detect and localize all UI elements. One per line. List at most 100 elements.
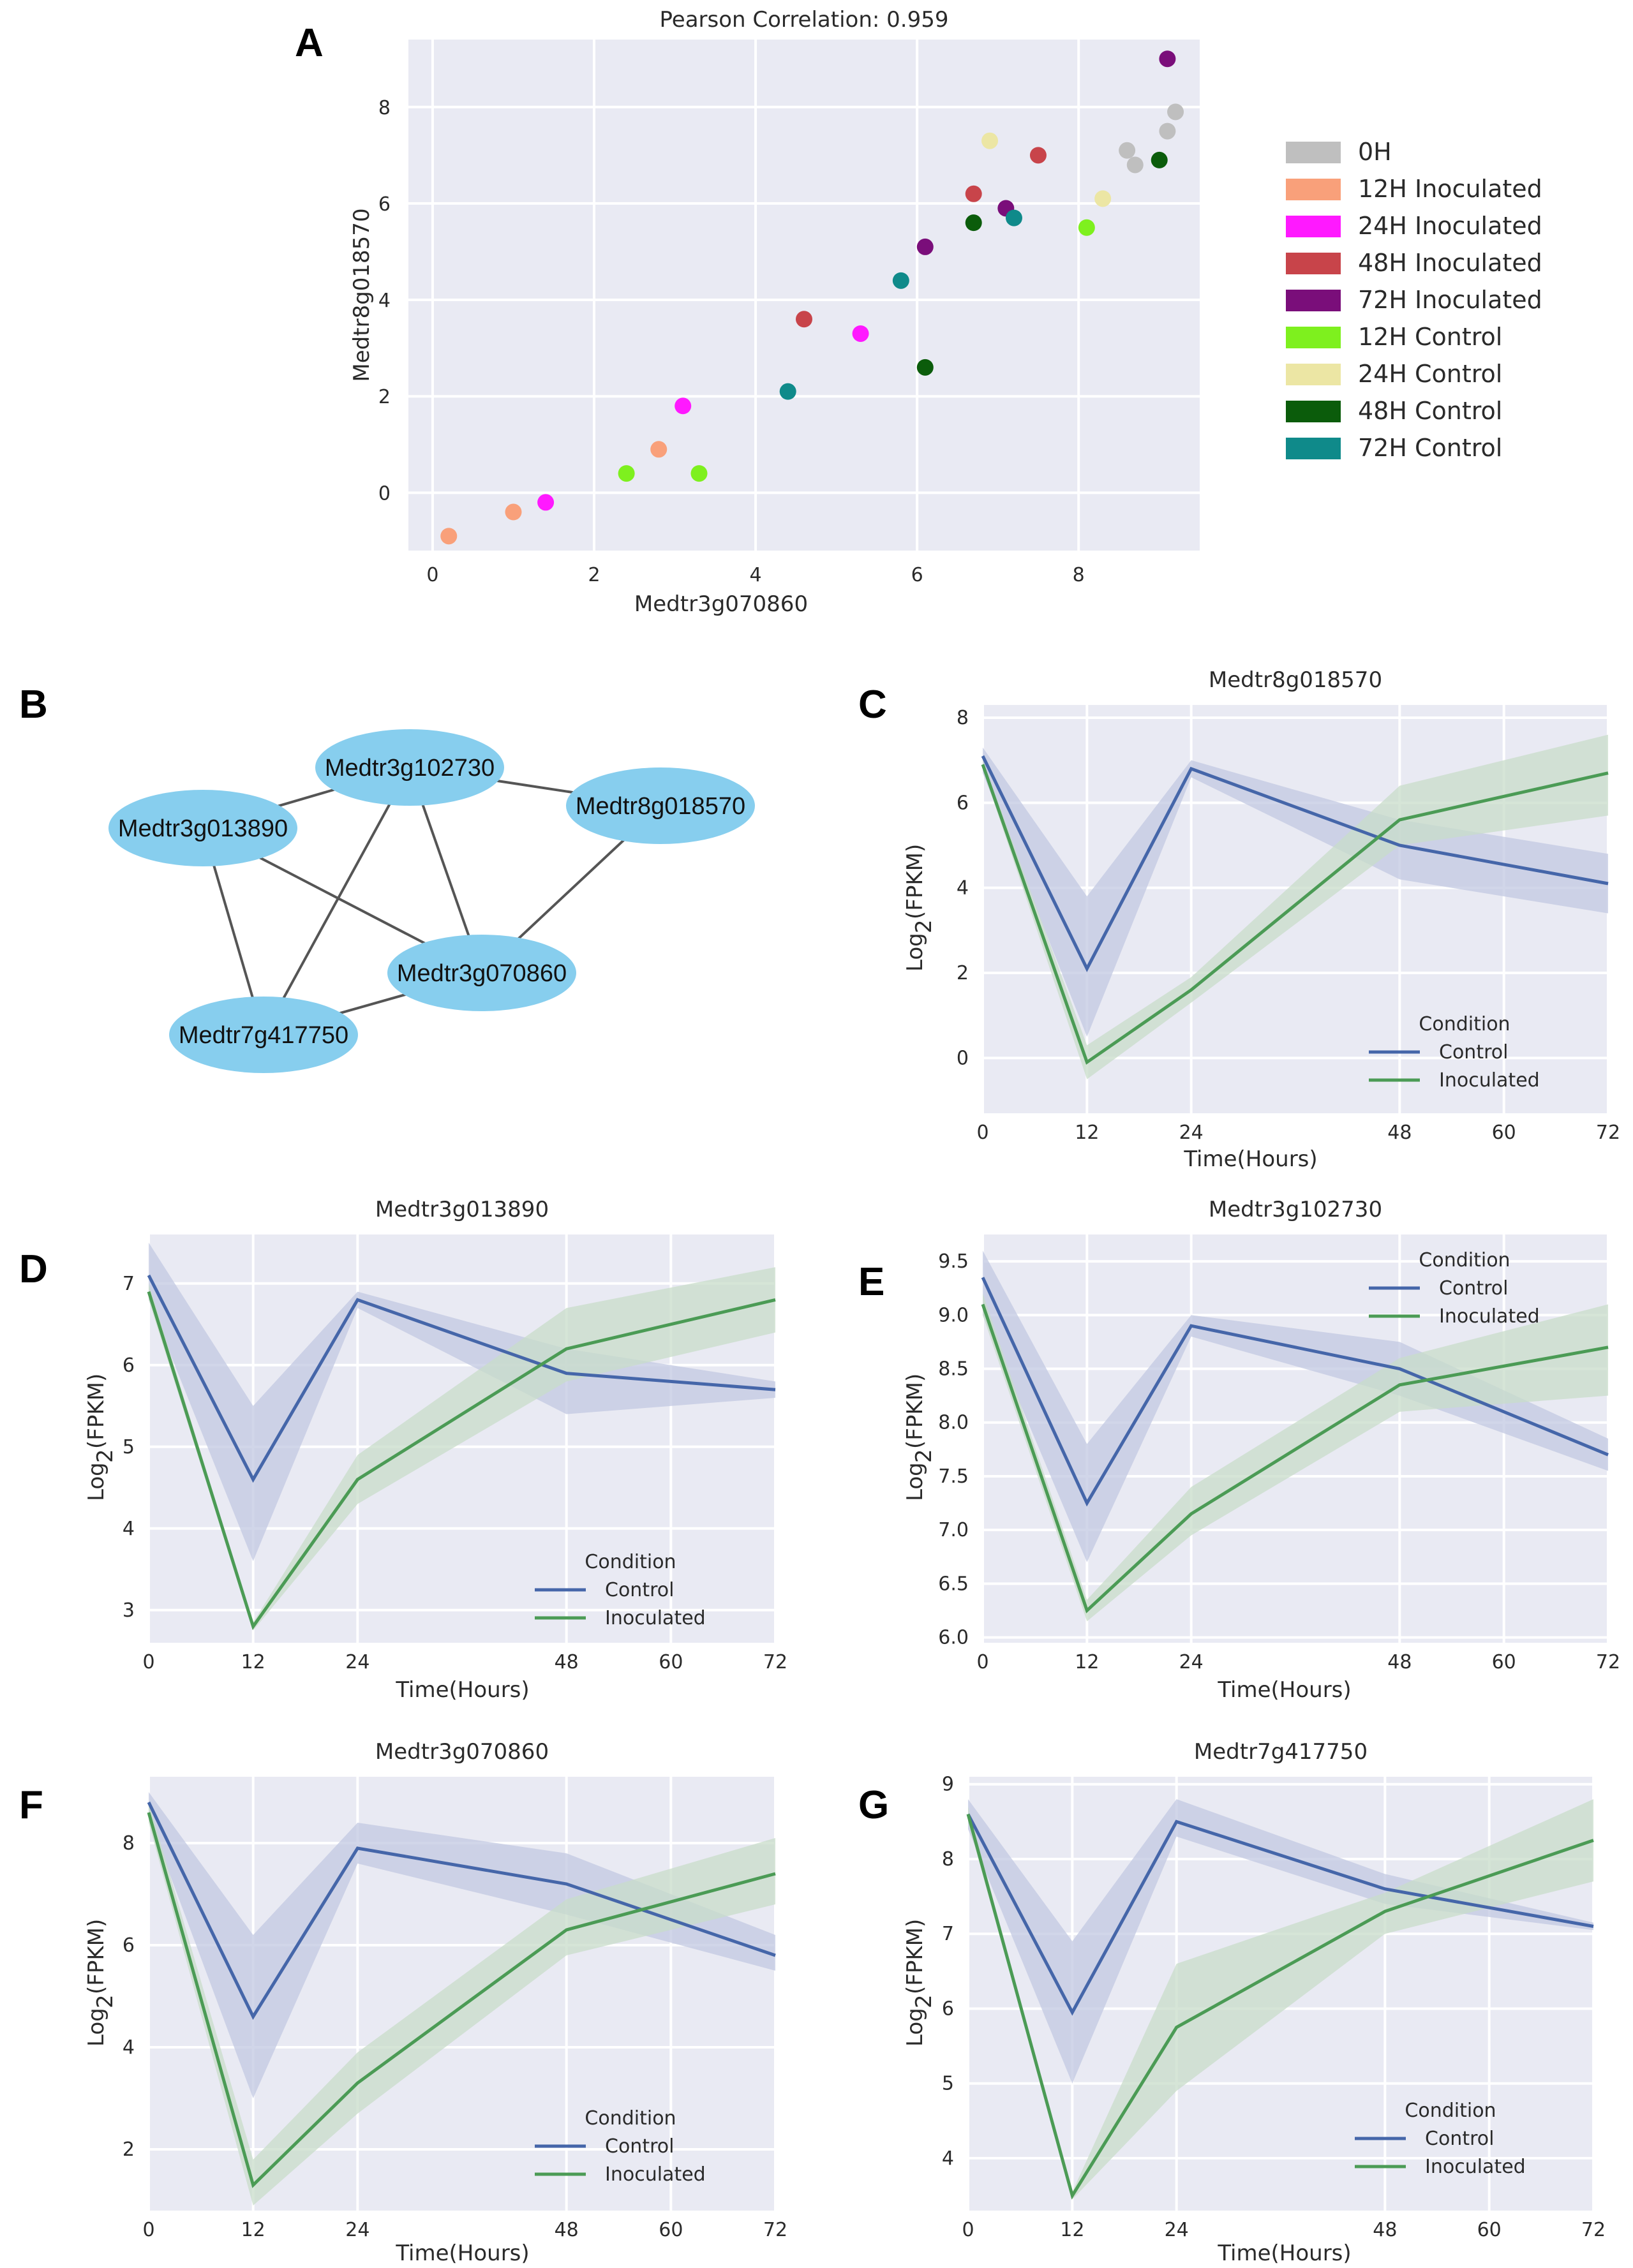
- y-tick-label: 6: [123, 1354, 135, 1377]
- x-tick-label: 60: [1492, 1122, 1516, 1144]
- x-axis-label: Time(Hours): [395, 1677, 529, 1703]
- legend-title: Condition: [1419, 1013, 1510, 1035]
- legend-swatch: [1286, 179, 1341, 200]
- x-tick-label: 0: [426, 564, 438, 586]
- legend-swatch: [1286, 327, 1341, 348]
- legend-title: Condition: [585, 2107, 676, 2130]
- x-tick-label: 48: [555, 2219, 579, 2241]
- legend-label: Control: [605, 2135, 674, 2158]
- y-tick-label: 3: [123, 1599, 135, 1622]
- x-tick-label: 24: [345, 1651, 369, 1673]
- y-tick-label: 5: [123, 1436, 135, 1458]
- chart-title: Medtr7g417750: [1194, 1739, 1368, 1765]
- chart-title: Medtr8g018570: [1209, 667, 1382, 693]
- scatter-chart-a: 0 2 4 6 8 0 2 4 6 8 Pearson Correlation: 0.959 Medt…: [349, 7, 1200, 617]
- scatter-point: [1159, 50, 1176, 68]
- plot-area: [408, 40, 1200, 551]
- y-axis-label-unit: (FPKM): [902, 844, 928, 919]
- x-tick-label: 60: [1492, 1651, 1516, 1673]
- y-axis-label-sub: 2: [911, 919, 937, 933]
- scatter-point: [440, 528, 458, 545]
- chart-title: Pearson Correlation: 0.959: [660, 7, 949, 33]
- x-tick-label: 12: [241, 1651, 265, 1673]
- legend-label: 48H Inoculated: [1358, 249, 1542, 277]
- y-tick-label: 6: [957, 792, 969, 814]
- legend-title: Condition: [585, 1551, 676, 1573]
- legend-swatch: [1286, 290, 1341, 311]
- line-legend: Condition Control Inoculated: [1369, 1013, 1540, 1092]
- series-line-inoculated: [981, 764, 1609, 1065]
- x-tick-label: 12: [241, 2219, 265, 2241]
- series-line-control: [147, 1801, 776, 2020]
- legend-swatch: [1286, 401, 1341, 422]
- x-tick-label: 12: [1075, 1651, 1099, 1673]
- scatter-point: [1078, 219, 1095, 236]
- x-axis-label: Time(Hours): [1183, 1146, 1317, 1172]
- scatter-point: [618, 465, 635, 482]
- y-axis-label: Medtr8g018570: [349, 208, 375, 382]
- scatter-point: [796, 311, 812, 328]
- x-tick-label: 48: [1387, 1651, 1412, 1673]
- line-chart-d: 0 12 24 48 60 72 3 4 5 6 7 Medtr3g013890 Time(Hours)…: [84, 1197, 787, 1703]
- scatter-point: [1029, 147, 1047, 164]
- network-edge: [262, 767, 411, 1035]
- x-axis-label: Time(Hours): [395, 2241, 529, 2266]
- confidence-band-control: [983, 1250, 1608, 1562]
- y-tick-label: 4: [942, 2147, 954, 2170]
- x-tick-label: 0: [976, 1122, 988, 1144]
- y-axis-label-sub: 2: [911, 1449, 937, 1463]
- y-tick-label: 7.5: [938, 1465, 969, 1488]
- y-axis-label-sub: 2: [93, 1449, 118, 1463]
- scatter-point: [505, 503, 522, 521]
- series-line-inoculated: [966, 1813, 1594, 2200]
- panel-label-c: C: [858, 683, 887, 727]
- y-tick-label: 6: [942, 1997, 954, 2020]
- y-tick-label: 5: [942, 2073, 954, 2095]
- y-tick-label: 9: [942, 1774, 954, 1796]
- x-tick-label: 2: [588, 564, 600, 586]
- legend-label: Control: [605, 1579, 674, 1601]
- network-node-label: Medtr3g102730: [325, 755, 495, 782]
- network-node: [315, 729, 504, 806]
- y-tick-label: 8: [957, 707, 969, 729]
- legend-label: 72H Inoculated: [1358, 286, 1542, 314]
- x-tick-label: 12: [1075, 1122, 1099, 1144]
- y-tick-label: 4: [123, 2036, 135, 2059]
- scatter-point: [537, 494, 555, 511]
- legend-label: Inoculated: [1425, 2156, 1526, 2178]
- scatter-point: [916, 359, 934, 376]
- line-chart-e: 0 12 24 48 60 72 6.0 6.5 7.0 7.5 8.0 8.5 9.0 9.5 Medtr…: [902, 1197, 1620, 1703]
- y-axis-label-log: Log: [84, 1462, 109, 1501]
- scatter-point: [1005, 209, 1022, 226]
- x-tick-label: 0: [142, 2219, 154, 2241]
- legend-swatch: [1286, 364, 1341, 385]
- y-tick-label: 6.0: [938, 1627, 969, 1649]
- series-line-inoculated: [147, 1812, 776, 2188]
- scatter-point: [1119, 142, 1136, 159]
- y-axis-label-log: Log: [84, 2008, 109, 2047]
- panel-label-f: F: [19, 1783, 43, 1827]
- x-tick-label: 72: [1596, 1651, 1620, 1673]
- line-chart-f: 0 12 24 48 60 722468Medtr3g070860Time(Hours)L…: [84, 1739, 787, 2266]
- legend-label: 12H Control: [1358, 323, 1502, 351]
- y-tick-label: 8: [123, 1832, 135, 1855]
- x-tick-label: 72: [1596, 1122, 1620, 1144]
- scatter-point: [1167, 103, 1184, 121]
- series-line-inoculated: [981, 1303, 1609, 1613]
- legend-label: Inoculated: [1439, 1069, 1540, 1092]
- chart-title: Medtr3g070860: [375, 1739, 549, 1765]
- panel-label-a: A: [295, 21, 324, 65]
- x-tick-label: 4: [750, 564, 762, 586]
- x-tick-label: 48: [1373, 2219, 1397, 2241]
- y-axis-label-unit: (FPKM): [902, 1374, 928, 1449]
- confidence-band-control: [968, 1799, 1593, 2084]
- y-tick-label: 4: [378, 290, 391, 312]
- scatter-point: [1151, 151, 1168, 168]
- legend-swatch: [1286, 253, 1341, 274]
- y-tick-label: 0: [957, 1047, 969, 1069]
- line-legend: Condition Control Inoculated: [1369, 1249, 1540, 1328]
- confidence-band-inoculated: [149, 1267, 775, 1631]
- y-tick-label: 8: [942, 1848, 954, 1871]
- y-tick-label: 9.5: [938, 1250, 969, 1273]
